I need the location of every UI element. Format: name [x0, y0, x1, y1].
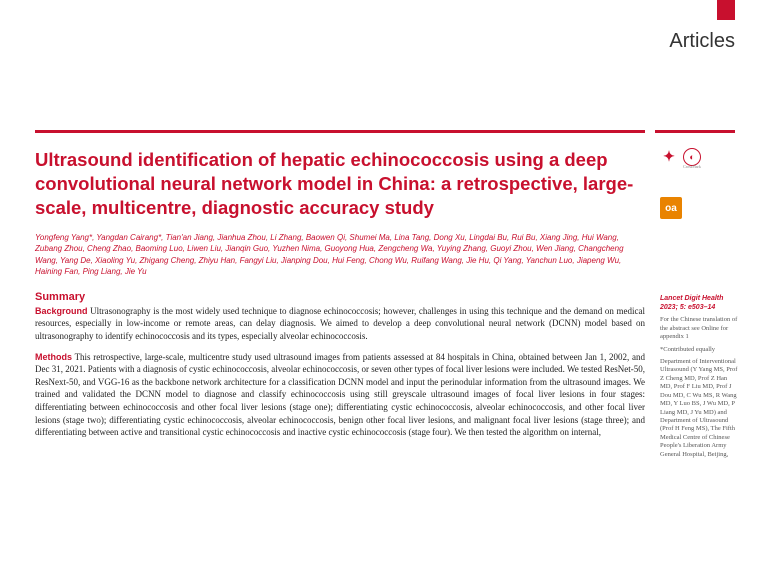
background-label: Background [35, 306, 88, 316]
plus-icon[interactable]: ✦ [660, 148, 678, 166]
author-list: Yongfeng Yang*, Yangdan Cairang*, Tian'a… [35, 232, 645, 277]
main-column: Ultrasound identification of hepatic ech… [35, 148, 645, 447]
article-title: Ultrasound identification of hepatic ech… [35, 148, 645, 220]
badge-icons: ✦ ◐ CrossMark [660, 148, 740, 169]
chinese-translation-note: For the Chinese translation of the abstr… [660, 316, 740, 341]
open-access-badge: oa [660, 197, 682, 219]
methods-text: This retrospective, large-scale, multice… [35, 352, 645, 438]
journal-citation: Lancet Digit Health 2023; 5: e503–14 [660, 294, 740, 312]
top-rule-extension [655, 130, 735, 133]
methods-label: Methods [35, 352, 72, 362]
methods-paragraph: Methods This retrospective, large-scale,… [35, 351, 645, 439]
contributed-equally-note: *Contributed equally [660, 346, 740, 354]
section-header: Articles [669, 30, 735, 53]
background-paragraph: Background Ultrasonography is the most w… [35, 305, 645, 343]
summary-heading: Summary [35, 291, 645, 303]
crossmark-label: CrossMark [683, 164, 701, 169]
sidebar-column: ✦ ◐ CrossMark oa Lancet Digit Health 202… [660, 148, 740, 463]
affiliations-text: Department of Interventional Ultrasound … [660, 358, 740, 459]
plus-icon-wrap: ✦ [660, 148, 678, 169]
background-text: Ultrasonography is the most widely used … [35, 306, 645, 341]
top-rule [35, 130, 645, 133]
crossmark-wrap: ◐ CrossMark [683, 148, 701, 169]
red-corner-tab [717, 0, 735, 20]
